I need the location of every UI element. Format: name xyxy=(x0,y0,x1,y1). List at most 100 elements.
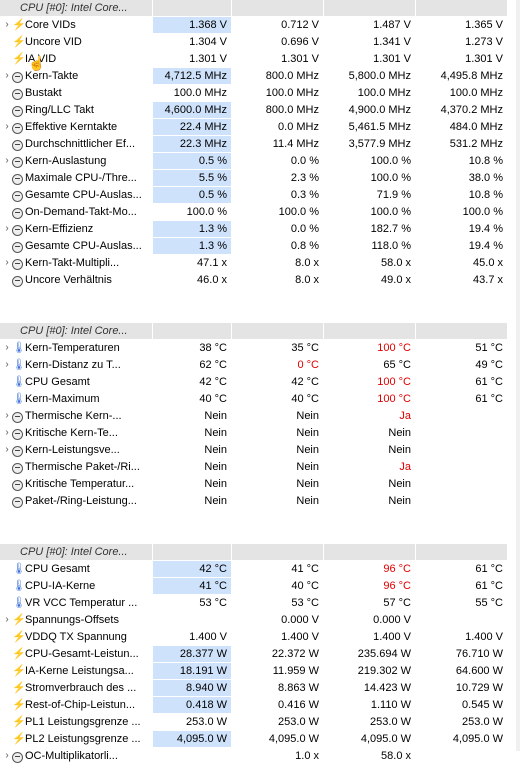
value-cur: 38 °C xyxy=(153,340,231,356)
sensor-row[interactable]: Paket-/Ring-Leistung... Nein Nein Nein xyxy=(0,493,520,510)
gauge-icon xyxy=(12,154,25,168)
sensor-row[interactable]: › ⚡Core VIDs 1.368 V 0.712 V 1.487 V 1.365 V xyxy=(0,17,520,34)
sensor-row[interactable]: Gesamte CPU-Auslas... 1.3 % 0.8 % 118.0 % 19… xyxy=(0,238,520,255)
sensor-row[interactable]: ⚡PL1 Leistungsgrenze ... 253.0 W 253.0 W 25… xyxy=(0,714,520,731)
sensor-row[interactable]: ⚡PL2 Leistungsgrenze ... 4,095.0 W 4,095.0… xyxy=(0,731,520,748)
value-cur: 1.368 V xyxy=(153,17,231,33)
sensor-label-cell: › 🌡Kern-Distanz zu T... xyxy=(0,357,152,373)
sensor-label-cell: › Kern-Effizienz xyxy=(0,221,152,237)
sensor-label-cell: Thermische Paket-/Ri... xyxy=(0,459,152,475)
sensor-row[interactable]: Uncore Verhältnis 46.0 x 8.0 x 49.0 x 43.7 x xyxy=(0,272,520,289)
sensor-label: Core VIDs xyxy=(25,19,76,31)
sensor-row[interactable]: ⚡Stromverbrauch des ... 8.940 W 8.863 W 14.… xyxy=(0,680,520,697)
sensor-row[interactable]: › Kern-Leistungsve... Nein Nein Nein xyxy=(0,442,520,459)
value-max: 1.400 V xyxy=(324,629,415,645)
gauge-icon xyxy=(12,273,25,287)
header-cell xyxy=(324,0,415,16)
sensor-row[interactable]: ⚡IA VID 1.301 V 1.301 V 1.301 V 1.301 V xyxy=(0,51,520,68)
sensor-label: Gesamte CPU-Auslas... xyxy=(25,189,142,201)
sensor-label: Kern-Takt-Multipli... xyxy=(25,257,120,269)
sensor-row[interactable]: › Kern-Auslastung 0.5 % 0.0 % 100.0 % 10.8 % xyxy=(0,153,520,170)
value-min: 0.3 % xyxy=(232,187,323,203)
sensor-label: Kritische Temperatur... xyxy=(25,478,135,490)
sensor-label: Spannungs-Offsets xyxy=(25,614,119,626)
sensor-label: Kern-Maximum xyxy=(25,393,100,405)
sensor-row[interactable]: On-Demand-Takt-Mo... 100.0 % 100.0 % 100.0 … xyxy=(0,204,520,221)
value-cur: 1.3 % xyxy=(153,238,231,254)
sensor-row[interactable]: › Kern-Effizienz 1.3 % 0.0 % 182.7 % 19.4 % xyxy=(0,221,520,238)
gauge-icon xyxy=(12,137,25,151)
value-max: Nein xyxy=(324,425,415,441)
expand-chevron-icon[interactable]: › xyxy=(5,410,9,421)
sensor-row[interactable]: 🌡CPU Gesamt 42 °C 41 °C 96 °C 61 °C xyxy=(0,561,520,578)
sensor-row[interactable]: Maximale CPU-/Thre... 5.5 % 2.3 % 100.0 % 38… xyxy=(0,170,520,187)
section-header[interactable]: CPU [#0]: Intel Core... xyxy=(0,323,520,340)
sensor-label: Effektive Kerntakte xyxy=(25,121,118,133)
section-header[interactable]: CPU [#0]: Intel Core... xyxy=(0,544,520,561)
sensor-row[interactable]: 🌡VR VCC Temperatur ... 53 °C 53 °C 57 °C 55 … xyxy=(0,595,520,612)
gauge-icon xyxy=(12,460,25,474)
expand-chevron-icon[interactable]: › xyxy=(5,223,9,234)
sensor-label: CPU Gesamt xyxy=(25,376,90,388)
value-cur: 8.940 W xyxy=(153,680,231,696)
value-min: 0.712 V xyxy=(232,17,323,33)
expand-chevron-icon[interactable]: › xyxy=(5,257,9,268)
value-avg: 1.273 V xyxy=(416,34,507,50)
value-max: 253.0 W xyxy=(324,714,415,730)
expand-chevron-icon[interactable]: › xyxy=(5,750,9,761)
sensor-label-cell: On-Demand-Takt-Mo... xyxy=(0,204,152,220)
gauge-icon xyxy=(12,477,25,491)
value-cur: 0.418 W xyxy=(153,697,231,713)
expand-chevron-icon[interactable]: › xyxy=(5,359,9,370)
sensor-row[interactable]: › Kern-Takte 4,712.5 MHz 800.0 MHz 5,800.0 M… xyxy=(0,68,520,85)
value-min: 100.0 MHz xyxy=(232,85,323,101)
sensor-row[interactable]: ⚡VDDQ TX Spannung 1.400 V 1.400 V 1.400 V 1.… xyxy=(0,629,520,646)
sensor-label-cell: Bustakt xyxy=(0,85,152,101)
expand-chevron-icon[interactable]: › xyxy=(5,427,9,438)
lightning-icon: ⚡ xyxy=(12,733,26,745)
value-avg: 4,095.0 W xyxy=(416,731,507,747)
scrollbar[interactable] xyxy=(516,0,520,751)
expand-chevron-icon[interactable]: › xyxy=(5,121,9,132)
sensor-row[interactable]: › 🌡Kern-Distanz zu T... 62 °C 0 °C 65 °C 49 °… xyxy=(0,357,520,374)
sensor-label: OC-Multiplikatorli... xyxy=(25,750,118,762)
sensor-label: Uncore Verhältnis xyxy=(25,274,112,286)
value-max: 235.694 W xyxy=(324,646,415,662)
sensor-row[interactable]: › 🌡Kern-Temperaturen 38 °C 35 °C 100 °C 51 °C xyxy=(0,340,520,357)
section-header[interactable]: CPU [#0]: Intel Core... xyxy=(0,0,520,17)
sensor-row[interactable]: Ring/LLC Takt 4,600.0 MHz 800.0 MHz 4,900.0… xyxy=(0,102,520,119)
sensor-label-cell: › Kern-Takte xyxy=(0,68,152,84)
sensor-row[interactable]: › Effektive Kerntakte 22.4 MHz 0.0 MHz 5,461… xyxy=(0,119,520,136)
value-min: 1.0 x xyxy=(232,748,323,764)
sensor-row[interactable]: 🌡Kern-Maximum 40 °C 40 °C 100 °C 61 °C xyxy=(0,391,520,408)
sensor-row[interactable]: Thermische Paket-/Ri... Nein Nein Ja xyxy=(0,459,520,476)
expand-chevron-icon[interactable]: › xyxy=(5,444,9,455)
sensor-label: Thermische Paket-/Ri... xyxy=(25,461,140,473)
sensor-row[interactable]: 🌡CPU-IA-Kerne 41 °C 40 °C 96 °C 61 °C xyxy=(0,578,520,595)
header-cell xyxy=(153,323,231,339)
expand-chevron-icon[interactable]: › xyxy=(5,155,9,166)
sensor-row[interactable]: 🌡CPU Gesamt 42 °C 42 °C 100 °C 61 °C xyxy=(0,374,520,391)
sensor-row[interactable]: ⚡CPU-Gesamt-Leistun... 28.377 W 22.372 W 23… xyxy=(0,646,520,663)
sensor-row[interactable]: ⚡Rest-of-Chip-Leistun... 0.418 W 0.416 W 1.… xyxy=(0,697,520,714)
sensor-label-cell: ⚡CPU-Gesamt-Leistun... xyxy=(0,646,152,662)
sensor-row[interactable]: Gesamte CPU-Auslas... 0.5 % 0.3 % 71.9 % 10.… xyxy=(0,187,520,204)
lightning-icon: ⚡ xyxy=(12,19,26,31)
expand-chevron-icon[interactable]: › xyxy=(5,342,9,353)
value-max: 100 °C xyxy=(324,340,415,356)
sensor-label: Bustakt xyxy=(25,87,62,99)
value-min: 11.959 W xyxy=(232,663,323,679)
sensor-row[interactable]: ⚡Uncore VID 1.304 V 0.696 V 1.341 V 1.273 V xyxy=(0,34,520,51)
sensor-row[interactable]: › ⚡Spannungs-Offsets 0.000 V 0.000 V xyxy=(0,612,520,629)
sensor-row[interactable]: Bustakt 100.0 MHz 100.0 MHz 100.0 MHz 100.0 … xyxy=(0,85,520,102)
expand-chevron-icon[interactable]: › xyxy=(5,614,9,625)
header-cell xyxy=(324,323,415,339)
sensor-row[interactable]: › Thermische Kern-... Nein Nein Ja xyxy=(0,408,520,425)
expand-chevron-icon[interactable]: › xyxy=(5,70,9,81)
expand-chevron-icon[interactable]: › xyxy=(5,19,9,30)
sensor-row[interactable]: › Kritische Kern-Te... Nein Nein Nein xyxy=(0,425,520,442)
sensor-row[interactable]: Kritische Temperatur... Nein Nein Nein xyxy=(0,476,520,493)
sensor-row[interactable]: Durchschnittlicher Ef... 22.3 MHz 11.4 MHz… xyxy=(0,136,520,153)
